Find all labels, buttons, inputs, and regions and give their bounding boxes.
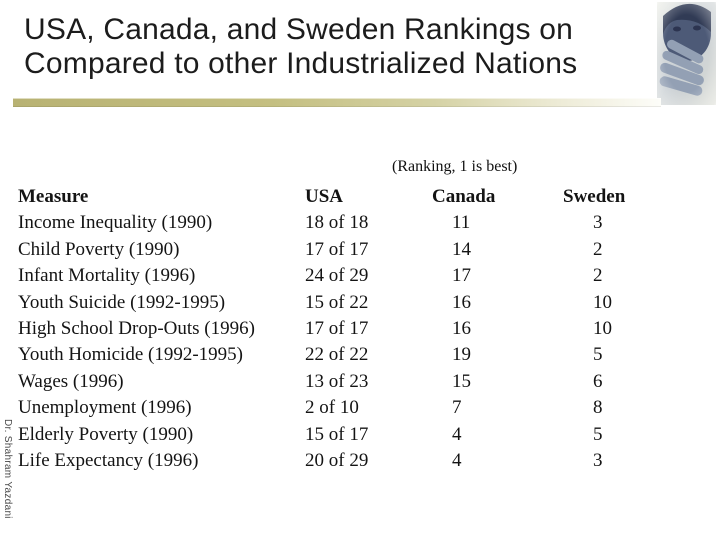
cell-usa: 17 of 17 — [305, 238, 369, 260]
cell-sweden: 2 — [593, 238, 603, 260]
cell-measure: High School Drop-Outs (1996) — [18, 317, 255, 339]
cell-sweden: 10 — [593, 291, 612, 313]
cell-canada: 11 — [452, 212, 471, 234]
cell-canada: 19 — [452, 344, 471, 366]
header-canada: Canada — [432, 186, 496, 207]
cell-usa: 22 of 22 — [305, 344, 369, 366]
cell-sweden: 5 — [593, 344, 603, 366]
cell-measure: Elderly Poverty (1990) — [18, 423, 194, 445]
cell-canada: 14 — [452, 238, 471, 260]
table-row: Life Expectancy (1996) 20 of 29 4 3 — [18, 450, 716, 476]
title-divider-bar — [13, 98, 661, 107]
cell-measure: Unemployment (1996) — [18, 397, 192, 419]
rankings-table: Measure USA Canada Sweden Income Inequal… — [18, 186, 716, 476]
table-row: Youth Homicide (1992-1995) 22 of 22 19 5 — [18, 344, 716, 370]
slide-title: USA, Canada, and Sweden Rankings on Comp… — [24, 13, 577, 81]
cell-usa: 2 of 10 — [305, 397, 359, 419]
header-sweden: Sweden — [563, 186, 626, 207]
cell-usa: 15 of 17 — [305, 423, 369, 445]
cell-canada: 4 — [452, 449, 462, 471]
cell-sweden: 3 — [593, 449, 603, 471]
table-row: Infant Mortality (1996) 24 of 29 17 2 — [18, 265, 716, 291]
header-measure: Measure — [18, 186, 89, 207]
cell-sweden: 5 — [593, 423, 603, 445]
author-watermark: Dr. Shahram Yazdani — [2, 419, 13, 519]
cell-canada: 15 — [452, 370, 471, 392]
cell-measure: Wages (1996) — [18, 370, 124, 392]
cell-usa: 20 of 29 — [305, 449, 369, 471]
table-row: Income Inequality (1990) 18 of 18 11 3 — [18, 212, 716, 238]
header-usa: USA — [305, 186, 344, 207]
cell-sweden: 2 — [593, 265, 603, 287]
ranking-note: (Ranking, 1 is best) — [392, 158, 518, 175]
table-row: Youth Suicide (1992-1995) 15 of 22 16 10 — [18, 292, 716, 318]
table-row: Wages (1996) 13 of 23 15 6 — [18, 371, 716, 397]
cell-canada: 4 — [452, 423, 462, 445]
table-row: Child Poverty (1990) 17 of 17 14 2 — [18, 239, 716, 265]
slide-title-line2: Compared to other Industrialized Nations — [24, 47, 578, 80]
cell-canada: 16 — [452, 291, 471, 313]
table-row: High School Drop-Outs (1996) 17 of 17 16… — [18, 318, 716, 344]
cell-measure: Life Expectancy (1996) — [18, 449, 199, 471]
cell-sweden: 8 — [593, 397, 603, 419]
hands-over-face-photo-graphic — [657, 2, 716, 105]
cell-usa: 13 of 23 — [305, 370, 369, 392]
cell-measure: Youth Homicide (1992-1995) — [18, 344, 244, 366]
cell-usa: 17 of 17 — [305, 317, 369, 339]
cell-measure: Youth Suicide (1992-1995) — [18, 291, 226, 313]
cell-usa: 18 of 18 — [305, 212, 369, 234]
table-row: Elderly Poverty (1990) 15 of 17 4 5 — [18, 424, 716, 450]
cell-canada: 16 — [452, 317, 471, 339]
table-row: Unemployment (1996) 2 of 10 7 8 — [18, 397, 716, 423]
cell-sweden: 6 — [593, 370, 603, 392]
cell-measure: Income Inequality (1990) — [18, 212, 213, 234]
cell-usa: 24 of 29 — [305, 265, 369, 287]
cell-usa: 15 of 22 — [305, 291, 369, 313]
cell-canada: 7 — [452, 397, 462, 419]
cell-canada: 17 — [452, 265, 471, 287]
cell-measure: Infant Mortality (1996) — [18, 265, 196, 287]
table-header-row: Measure USA Canada Sweden — [18, 186, 716, 212]
cell-sweden: 3 — [593, 212, 603, 234]
cell-sweden: 10 — [593, 317, 612, 339]
slide-title-line1: USA, Canada, and Sweden Rankings on — [24, 13, 574, 46]
cell-measure: Child Poverty (1990) — [18, 238, 180, 260]
corner-photo — [657, 2, 716, 105]
